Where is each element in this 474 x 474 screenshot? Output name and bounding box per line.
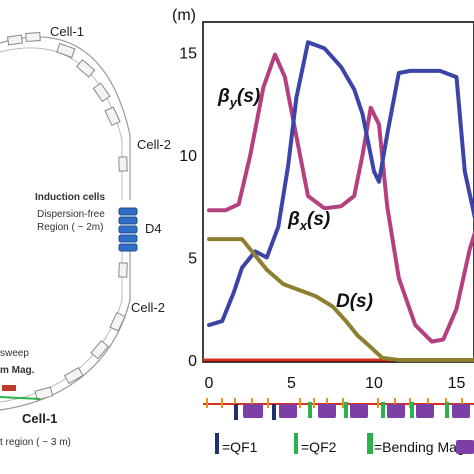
x-tick-label: 5 xyxy=(287,375,296,392)
legend-qf1-label: =QF1 xyxy=(222,439,258,455)
x-tick-label: 15 xyxy=(448,375,466,392)
x-tick-label: 10 xyxy=(365,375,383,392)
y-axis-unit: (m) xyxy=(172,7,196,24)
injection-line xyxy=(0,396,41,400)
series-line-beta-x xyxy=(207,40,474,328)
series-layer xyxy=(207,40,474,362)
legend-bend-swatch xyxy=(367,433,373,454)
legend-bend-box xyxy=(456,440,474,454)
y-tick-label: 5 xyxy=(188,251,197,268)
induction-cells xyxy=(118,207,138,252)
ring-lower-outer-path xyxy=(0,250,131,411)
legend-qf2-label: =QF2 xyxy=(301,439,337,455)
label-cell-top: Cell-1 xyxy=(50,24,84,39)
label-d4: D4 xyxy=(145,221,162,236)
lattice-qf1 xyxy=(234,404,276,420)
label-induction: Induction cells xyxy=(35,192,105,203)
x-tick-label: 0 xyxy=(205,375,214,392)
y-tick-label: 10 xyxy=(179,148,197,165)
legend: =QF1 =QF2 =Bending Magnet xyxy=(215,433,474,455)
ring-outer-path xyxy=(0,36,131,200)
lattice-diagram xyxy=(203,398,474,420)
label-cell-2-upper: Cell-2 xyxy=(137,137,171,152)
beta-chart: (m) 0 5 10 15 0 5 10 15 βy(s) βx(s) D(s) xyxy=(172,7,474,392)
label-mag: m Mag. xyxy=(0,365,35,376)
ring-schematic: Cell-1 Cell-2 Induction cells Dispersion… xyxy=(0,24,171,448)
legend-bend-label: =Bending Magnet xyxy=(374,439,474,455)
legend-qf1-swatch xyxy=(215,433,219,454)
y-tick-label: 0 xyxy=(188,353,197,370)
label-dispersion-2: Region ( ~ 2m) xyxy=(37,222,103,233)
ring-lower-inner-path xyxy=(0,250,123,403)
label-beta-x: βx(s) xyxy=(287,209,330,233)
label-cell-bottom: Cell-1 xyxy=(22,411,57,426)
ring-inner-path xyxy=(0,47,123,200)
label-dispersion-1: Dispersion-free xyxy=(37,209,105,220)
lattice-qf2 xyxy=(308,402,449,418)
label-sweep: sweep xyxy=(0,348,29,359)
label-cell-2-lower: Cell-2 xyxy=(131,300,165,315)
series-line-dispersion xyxy=(207,237,474,362)
ring-magnets xyxy=(6,31,128,401)
series-line-beta-y xyxy=(207,52,474,344)
plot-frame xyxy=(202,21,474,363)
injection-magnet xyxy=(2,385,16,391)
lattice-bending-magnets xyxy=(243,404,470,418)
label-dispersion: D(s) xyxy=(336,291,373,312)
legend-qf2-swatch xyxy=(294,433,298,454)
y-tick-labels: 0 5 10 15 xyxy=(179,46,197,371)
label-region: t region ( ~ 3 m) xyxy=(0,437,71,448)
y-tick-label: 15 xyxy=(179,46,197,63)
x-tick-labels: 0 5 10 15 xyxy=(205,375,466,392)
label-beta-y: βy(s) xyxy=(217,86,260,110)
